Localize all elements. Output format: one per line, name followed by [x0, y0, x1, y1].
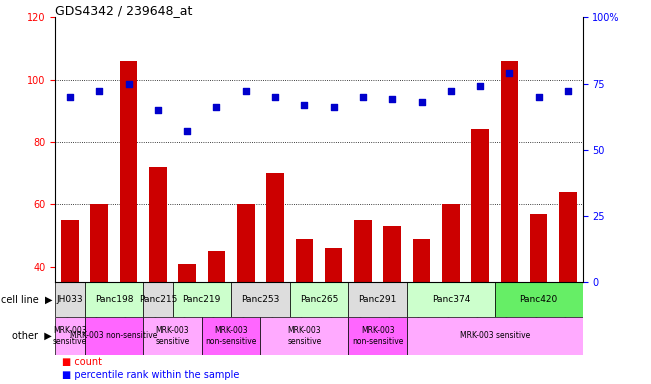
Bar — [237, 204, 255, 384]
Point — [417, 99, 427, 105]
Bar — [413, 238, 430, 384]
Text: MRK-003 non-sensitive: MRK-003 non-sensitive — [70, 331, 158, 341]
Point — [328, 104, 339, 111]
Text: GDS4342 / 239648_at: GDS4342 / 239648_at — [55, 4, 193, 17]
Bar — [354, 220, 372, 384]
Text: MRK-003
non-sensitive: MRK-003 non-sensitive — [352, 326, 403, 346]
Point — [387, 96, 397, 103]
Bar — [495, 282, 583, 317]
Text: MRK-003 sensitive: MRK-003 sensitive — [460, 331, 530, 341]
Bar — [407, 317, 583, 355]
Point — [504, 70, 514, 76]
Bar — [407, 282, 495, 317]
Text: Panc253: Panc253 — [242, 295, 279, 304]
Bar — [208, 251, 225, 384]
Point — [211, 104, 221, 111]
Text: ■ count: ■ count — [62, 357, 102, 367]
Point — [152, 107, 163, 113]
Text: ■ percentile rank within the sample: ■ percentile rank within the sample — [62, 370, 239, 380]
Point — [182, 128, 192, 134]
Point — [475, 83, 485, 89]
Text: Panc374: Panc374 — [432, 295, 470, 304]
Bar — [143, 282, 173, 317]
Bar — [90, 204, 108, 384]
Bar — [296, 238, 313, 384]
Bar — [290, 282, 348, 317]
Bar — [173, 282, 231, 317]
Text: Panc215: Panc215 — [139, 295, 177, 304]
Bar — [559, 192, 577, 384]
Bar — [348, 317, 407, 355]
Point — [270, 94, 280, 100]
Point — [533, 94, 544, 100]
Bar — [85, 317, 143, 355]
Bar — [143, 317, 202, 355]
Text: Panc420: Panc420 — [519, 295, 558, 304]
Bar — [55, 282, 85, 317]
Text: Panc291: Panc291 — [359, 295, 396, 304]
Point — [357, 94, 368, 100]
Bar — [231, 282, 290, 317]
Bar — [383, 226, 401, 384]
Bar — [178, 263, 196, 384]
Bar — [266, 173, 284, 384]
Point — [299, 102, 310, 108]
Point — [445, 88, 456, 94]
Bar — [120, 61, 137, 384]
Text: cell line  ▶: cell line ▶ — [1, 295, 52, 305]
Bar — [202, 317, 260, 355]
Bar — [348, 282, 407, 317]
Bar — [55, 317, 85, 355]
Text: other  ▶: other ▶ — [12, 331, 52, 341]
Point — [241, 88, 251, 94]
Point — [562, 88, 573, 94]
Text: Panc219: Panc219 — [183, 295, 221, 304]
Bar — [149, 167, 167, 384]
Text: MRK-003
sensitive: MRK-003 sensitive — [156, 326, 189, 346]
Bar — [85, 282, 143, 317]
Text: JH033: JH033 — [57, 295, 83, 304]
Point — [123, 81, 134, 87]
Text: Panc198: Panc198 — [94, 295, 133, 304]
Point — [94, 88, 104, 94]
Bar — [442, 204, 460, 384]
Bar — [325, 248, 342, 384]
Text: Panc265: Panc265 — [300, 295, 338, 304]
Bar — [61, 220, 79, 384]
Text: MRK-003
sensitive: MRK-003 sensitive — [53, 326, 87, 346]
Text: MRK-003
non-sensitive: MRK-003 non-sensitive — [206, 326, 256, 346]
Point — [65, 94, 75, 100]
Text: MRK-003
sensitive: MRK-003 sensitive — [287, 326, 322, 346]
Bar — [501, 61, 518, 384]
Bar — [471, 129, 489, 384]
Bar — [530, 214, 547, 384]
Bar — [260, 317, 348, 355]
